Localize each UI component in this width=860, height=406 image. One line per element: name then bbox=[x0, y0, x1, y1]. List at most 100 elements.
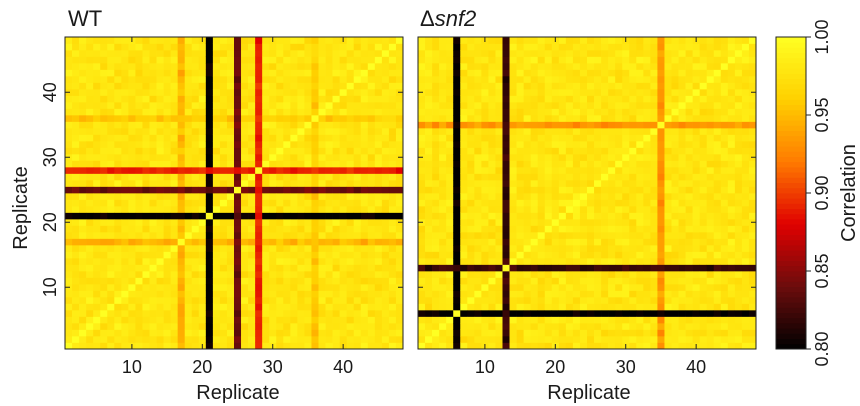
heatmap-cell bbox=[93, 160, 101, 168]
heatmap-cell bbox=[93, 232, 101, 239]
heatmap-cell bbox=[537, 303, 546, 311]
heatmap-cell bbox=[205, 219, 214, 226]
heatmap-cell bbox=[643, 193, 651, 200]
heatmap-cell bbox=[360, 37, 369, 44]
heatmap-cell bbox=[678, 95, 686, 103]
heatmap-cell bbox=[481, 43, 489, 51]
heatmap-cell bbox=[495, 329, 503, 337]
heatmap-cell bbox=[283, 147, 291, 155]
heatmap-cell bbox=[149, 297, 157, 304]
heatmap-cell bbox=[678, 102, 686, 109]
heatmap-cell bbox=[530, 219, 539, 226]
heatmap-cell bbox=[467, 154, 475, 161]
heatmap-cell bbox=[269, 271, 277, 278]
heatmap-cell bbox=[727, 50, 736, 57]
heatmap-cell bbox=[537, 95, 546, 103]
heatmap-cell bbox=[346, 160, 355, 168]
heatmap-cell bbox=[226, 89, 235, 96]
heatmap-cell bbox=[720, 82, 729, 90]
heatmap-cell bbox=[170, 95, 179, 103]
heatmap-cell bbox=[65, 128, 73, 135]
heatmap-cell bbox=[121, 310, 129, 317]
heatmap-cell bbox=[678, 336, 686, 343]
heatmap-cell bbox=[467, 37, 475, 44]
heatmap-cell bbox=[432, 37, 440, 44]
heatmap-cell bbox=[346, 128, 355, 135]
heatmap-cell bbox=[685, 76, 693, 83]
heatmap-cell bbox=[219, 290, 228, 298]
heatmap-cell bbox=[692, 141, 701, 148]
heatmap-cell bbox=[706, 193, 715, 200]
heatmap-cell bbox=[706, 264, 715, 272]
heatmap-cell bbox=[241, 193, 249, 200]
heatmap-cell bbox=[198, 147, 207, 155]
heatmap-cell bbox=[149, 225, 157, 233]
heatmap-cell bbox=[453, 310, 461, 317]
heatmap-cell bbox=[241, 121, 249, 129]
heatmap-cell bbox=[114, 232, 122, 239]
heatmap-cell bbox=[587, 95, 595, 103]
heatmap-cell bbox=[212, 238, 221, 246]
heatmap-cell bbox=[65, 180, 73, 187]
heatmap-cell bbox=[460, 193, 468, 200]
heatmap-cell bbox=[149, 258, 157, 265]
heatmap-cell bbox=[191, 115, 200, 122]
heatmap-cell bbox=[629, 43, 637, 51]
heatmap-cell bbox=[657, 258, 665, 265]
heatmap-cell bbox=[523, 115, 532, 122]
heatmap-cell bbox=[460, 160, 468, 168]
heatmap-cell bbox=[311, 89, 319, 96]
heatmap-cell bbox=[290, 290, 298, 298]
heatmap-cell bbox=[149, 206, 157, 213]
heatmap-cell bbox=[488, 115, 496, 122]
heatmap-cell bbox=[255, 271, 263, 278]
heatmap-cell bbox=[114, 147, 122, 155]
heatmap-cell bbox=[748, 50, 757, 57]
heatmap-cell bbox=[100, 336, 108, 343]
heatmap-cell bbox=[205, 310, 214, 317]
heatmap-cell bbox=[149, 69, 157, 77]
heatmap-cell bbox=[339, 160, 348, 168]
heatmap-cell bbox=[558, 271, 567, 278]
heatmap-cell bbox=[720, 264, 729, 272]
heatmap-cell bbox=[121, 167, 129, 174]
heatmap-cell bbox=[643, 232, 651, 239]
heatmap-cell bbox=[346, 297, 355, 304]
heatmap-cell bbox=[198, 160, 207, 168]
heatmap-cell bbox=[381, 199, 390, 207]
heatmap-cell bbox=[692, 277, 701, 285]
heatmap-cell bbox=[481, 56, 489, 64]
heatmap-cell bbox=[269, 128, 277, 135]
heatmap-cell bbox=[741, 50, 750, 57]
heatmap-cell bbox=[177, 173, 186, 181]
heatmap-cell bbox=[191, 336, 200, 343]
heatmap-cell bbox=[579, 193, 588, 200]
heatmap-cell bbox=[367, 271, 376, 278]
heatmap-cell bbox=[72, 154, 80, 161]
heatmap-cell bbox=[360, 316, 369, 324]
heatmap-cell bbox=[325, 76, 333, 83]
heatmap-cell bbox=[565, 69, 574, 77]
heatmap-cell bbox=[678, 303, 686, 311]
heatmap-cell bbox=[713, 186, 722, 194]
heatmap-cell bbox=[650, 95, 658, 103]
heatmap-cell bbox=[460, 342, 468, 350]
heatmap-cell bbox=[664, 115, 672, 122]
heatmap-cell bbox=[650, 115, 658, 122]
heatmap-cell bbox=[184, 219, 193, 226]
heatmap-cell bbox=[269, 290, 277, 298]
heatmap-cell bbox=[748, 63, 757, 70]
heatmap-cell bbox=[678, 264, 686, 272]
heatmap-cell bbox=[219, 336, 228, 343]
heatmap-cell bbox=[692, 336, 701, 343]
heatmap-cell bbox=[622, 43, 630, 51]
heatmap-cell bbox=[381, 82, 390, 90]
heatmap-cell bbox=[664, 284, 672, 291]
heatmap-cell bbox=[163, 82, 171, 90]
heatmap-cell bbox=[474, 297, 482, 304]
heatmap-cell bbox=[699, 95, 708, 103]
heatmap-cell bbox=[671, 245, 679, 252]
heatmap-cell bbox=[657, 167, 665, 174]
heatmap-cell bbox=[325, 264, 333, 272]
heatmap-cell bbox=[734, 264, 743, 272]
